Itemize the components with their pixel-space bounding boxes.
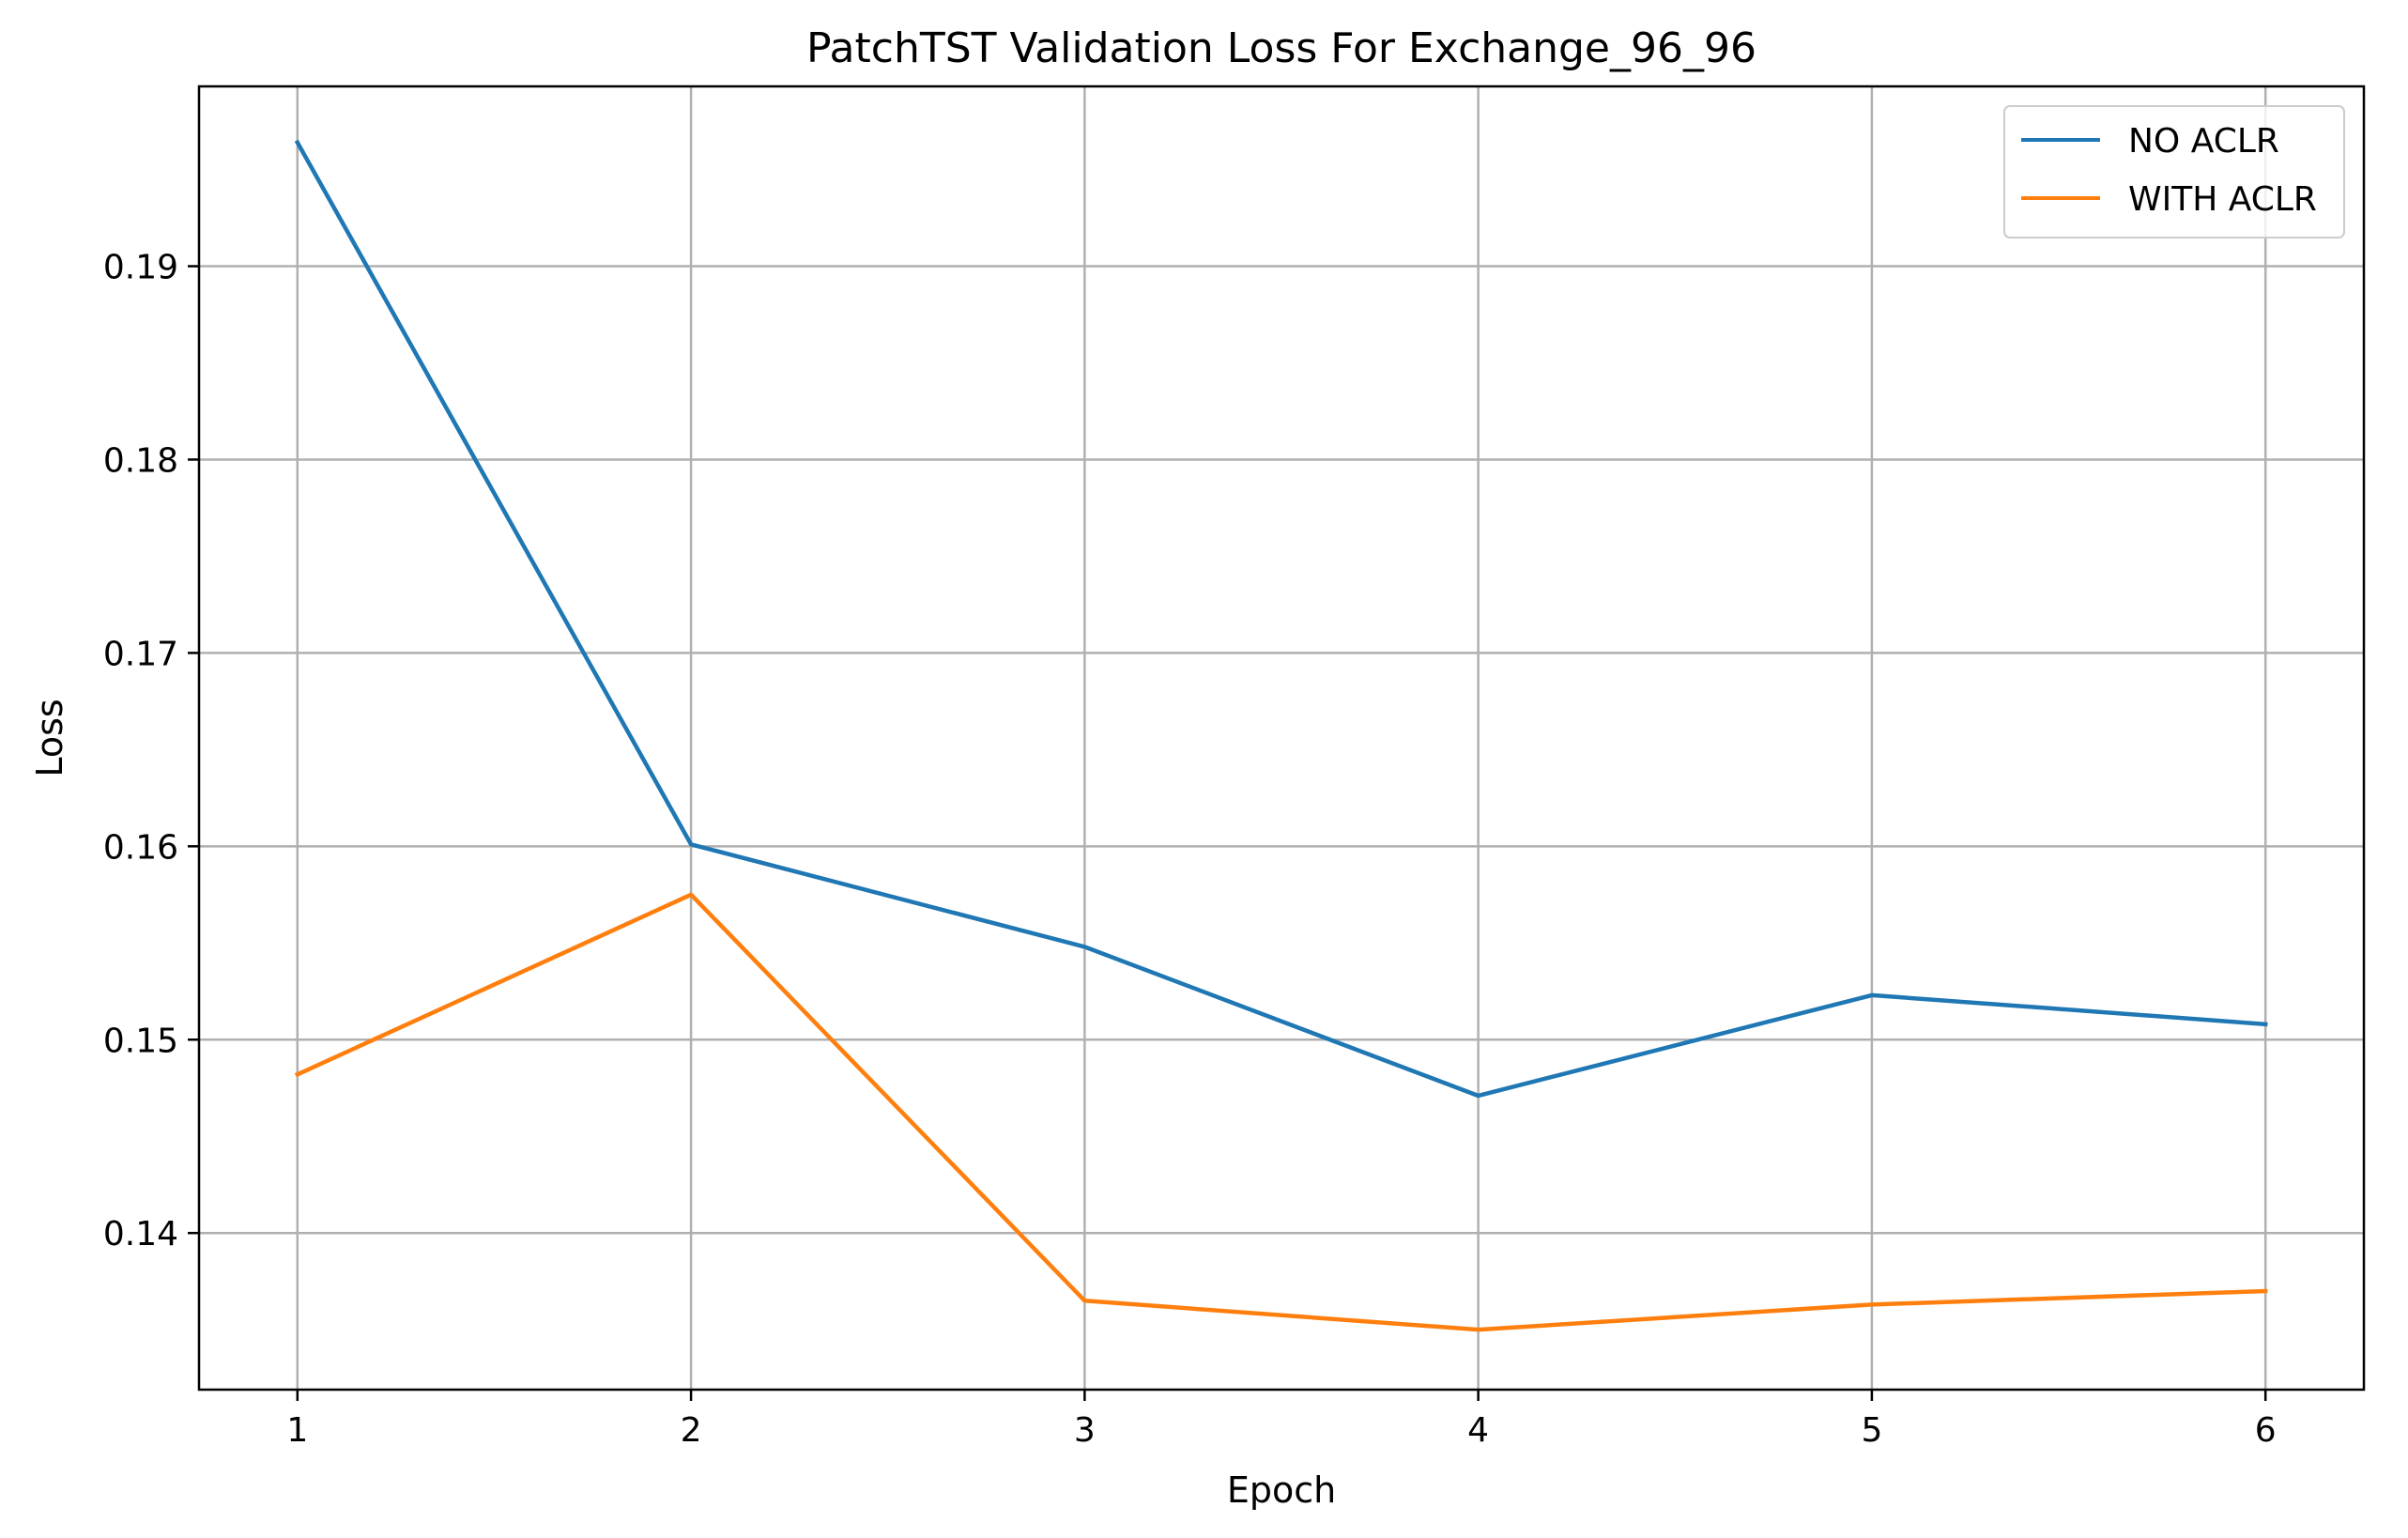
plot-frame	[197, 85, 2366, 1392]
y-axis-ticks: 0.14 0.15 0.16 0.17 0.18 0.19	[103, 249, 199, 1253]
y-tick-label: 0.19	[103, 249, 178, 287]
x-tick-label: 5	[1861, 1411, 1882, 1450]
chart-title: PatchTST Validation Loss For Exchange_96…	[806, 24, 1756, 72]
grid-lines	[199, 86, 2364, 1390]
x-tick-label: 2	[681, 1411, 702, 1450]
x-axis-ticks: 1 2 3 4 5 6	[286, 1390, 2277, 1450]
y-tick-label: 0.18	[103, 441, 178, 480]
legend-label-with-aclr: WITH ACLR	[2128, 180, 2317, 219]
x-tick-label: 1	[286, 1411, 308, 1450]
series-line-with-aclr	[294, 892, 2268, 1332]
y-tick-label: 0.14	[103, 1215, 178, 1253]
legend: NO ACLR WITH ACLR	[2003, 105, 2345, 238]
x-tick-label: 4	[1467, 1411, 1489, 1450]
y-tick-label: 0.15	[103, 1022, 178, 1060]
legend-label-no-aclr: NO ACLR	[2128, 122, 2279, 161]
series-layer	[294, 139, 2268, 1332]
series-line-no-aclr	[294, 139, 2268, 1099]
x-tick-label: 3	[1074, 1411, 1096, 1450]
x-axis-label: Epoch	[1227, 1469, 1336, 1511]
y-tick-label: 0.16	[103, 828, 178, 867]
y-tick-label: 0.17	[103, 635, 178, 673]
y-axis-label: Loss	[29, 699, 70, 777]
x-tick-label: 6	[2255, 1411, 2277, 1450]
